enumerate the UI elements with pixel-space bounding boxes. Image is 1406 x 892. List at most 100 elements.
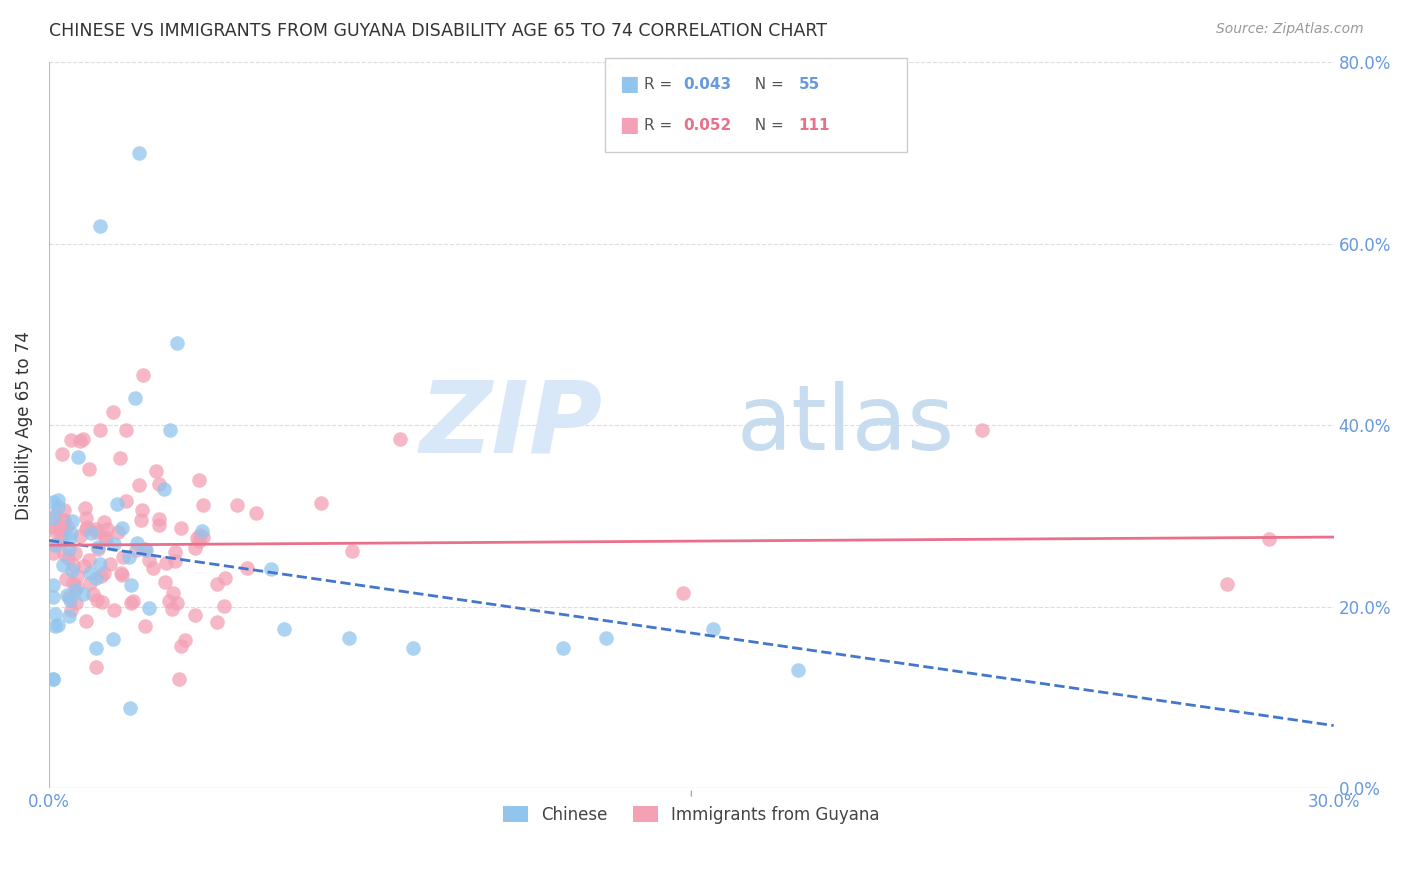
Point — [56, 551, 79, 566]
Point — [166, 336, 188, 351]
Point — [86, 571, 108, 585]
Point — [124, 391, 146, 405]
Point — [80, 526, 103, 541]
Legend: Chinese, Immigrants from Guyana: Chinese, Immigrants from Guyana — [496, 799, 886, 830]
Point — [260, 562, 283, 576]
Point — [60, 514, 83, 528]
Point — [159, 423, 181, 437]
Point — [173, 633, 195, 648]
Point — [42, 523, 65, 537]
Point — [58, 590, 80, 604]
Point — [42, 578, 65, 592]
Point — [77, 553, 100, 567]
Point — [52, 513, 75, 527]
Point — [184, 541, 207, 556]
Text: CHINESE VS IMMIGRANTS FROM GUYANA DISABILITY AGE 65 TO 74 CORRELATION CHART: CHINESE VS IMMIGRANTS FROM GUYANA DISABI… — [49, 22, 827, 40]
Point — [90, 568, 112, 582]
Point — [191, 498, 214, 512]
Point — [128, 478, 150, 492]
Point — [337, 632, 360, 646]
Point — [49, 527, 72, 541]
Y-axis label: Disability Age 65 to 74: Disability Age 65 to 74 — [15, 331, 32, 520]
Point — [66, 569, 89, 583]
Point — [162, 586, 184, 600]
Point — [166, 596, 188, 610]
Point — [170, 521, 193, 535]
Point — [118, 701, 141, 715]
Point — [65, 582, 87, 597]
Point — [42, 672, 65, 686]
Point — [155, 556, 177, 570]
Text: N =: N = — [745, 118, 789, 133]
Point — [672, 586, 695, 600]
Point — [89, 219, 111, 233]
Point — [105, 497, 128, 511]
Point — [51, 533, 73, 547]
Point — [155, 575, 177, 590]
Point — [170, 639, 193, 653]
Point — [46, 493, 69, 508]
Point — [111, 550, 134, 565]
Point — [115, 423, 138, 437]
Point — [87, 540, 110, 554]
Point — [93, 516, 115, 530]
Point — [236, 561, 259, 575]
Point — [42, 495, 65, 509]
Point — [44, 618, 66, 632]
Point — [84, 641, 107, 656]
Point — [1258, 532, 1281, 546]
Point — [44, 607, 66, 621]
Point — [184, 608, 207, 623]
Point — [187, 473, 209, 487]
Point — [389, 432, 412, 446]
Point — [86, 660, 108, 674]
Point — [59, 593, 82, 607]
Point — [226, 498, 249, 512]
Point — [138, 552, 160, 566]
Text: ■: ■ — [619, 74, 638, 95]
Point — [73, 559, 96, 574]
Point — [73, 501, 96, 516]
Point — [131, 512, 153, 526]
Point — [44, 537, 66, 551]
Point — [132, 368, 155, 383]
Point — [972, 423, 994, 437]
Point — [82, 587, 104, 601]
Text: R =: R = — [644, 118, 678, 133]
Point — [56, 518, 79, 533]
Point — [309, 496, 332, 510]
Point — [42, 511, 65, 525]
Point — [125, 536, 148, 550]
Point — [86, 524, 108, 539]
Point — [76, 520, 98, 534]
Text: ZIP: ZIP — [420, 376, 603, 474]
Point — [69, 434, 91, 448]
Point — [93, 566, 115, 580]
Point — [157, 593, 180, 607]
Point — [122, 594, 145, 608]
Point — [135, 542, 157, 557]
Point — [186, 531, 208, 545]
Point — [191, 530, 214, 544]
Text: 0.043: 0.043 — [683, 77, 731, 92]
Point — [52, 558, 75, 572]
Point — [67, 450, 90, 465]
Point — [103, 603, 125, 617]
Point — [90, 595, 112, 609]
Point — [787, 663, 810, 677]
Point — [205, 615, 228, 630]
Point — [69, 528, 91, 542]
Point — [188, 533, 211, 548]
Point — [402, 640, 425, 655]
Point — [72, 587, 94, 601]
Point — [60, 562, 83, 576]
Point — [245, 506, 267, 520]
Point — [103, 537, 125, 551]
Text: R =: R = — [644, 77, 678, 92]
Point — [702, 623, 724, 637]
Point — [111, 567, 134, 582]
Point — [79, 575, 101, 590]
Point — [153, 482, 176, 496]
Point — [101, 632, 124, 646]
Point — [131, 503, 153, 517]
